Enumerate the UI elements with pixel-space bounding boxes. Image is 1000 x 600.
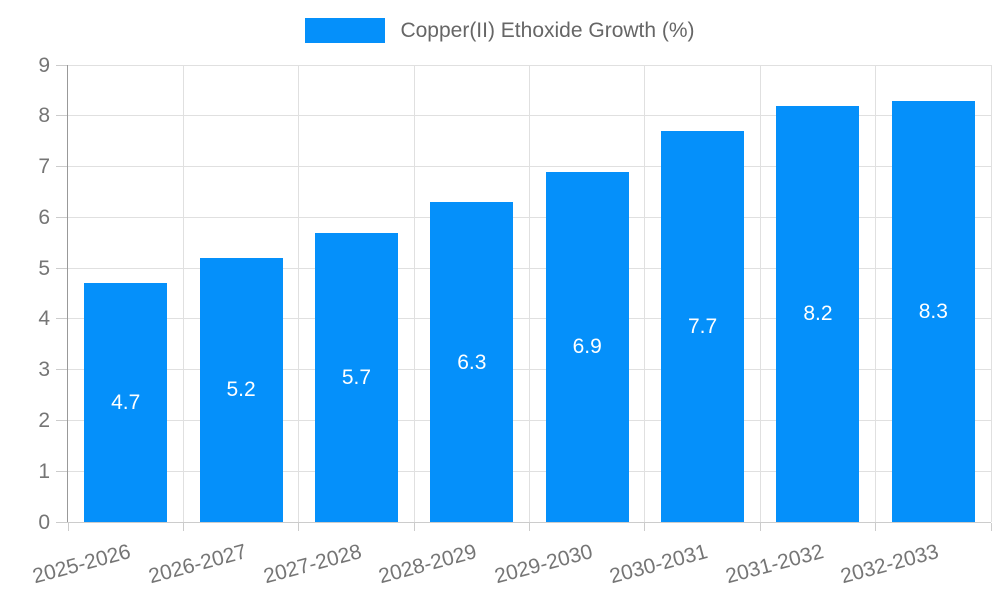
bar-value-label: 8.3 <box>918 299 948 323</box>
x-gridline <box>298 65 300 522</box>
y-tick-label: 7 <box>38 155 50 179</box>
y-tick-label: 6 <box>38 205 50 229</box>
x-gridline <box>413 65 415 522</box>
bar[interactable]: 6.9 <box>545 171 629 522</box>
x-axis-line <box>67 522 991 523</box>
x-tick-label: 2029-2030 <box>491 540 595 589</box>
x-axis-tick <box>67 523 69 531</box>
legend-label: Copper(II) Ethoxide Growth (%) <box>400 19 695 42</box>
y-tick-label: 0 <box>38 510 50 534</box>
bar-value-label: 7.7 <box>687 315 718 338</box>
y-tick-label: 9 <box>38 53 50 77</box>
x-axis-tick <box>413 523 415 531</box>
bar[interactable]: 6.3 <box>430 202 514 522</box>
y-tick-label: 3 <box>38 358 50 382</box>
bar[interactable]: 8.2 <box>776 105 860 522</box>
bar-value-label: 8.2 <box>803 302 833 326</box>
bar-value-label: 5.2 <box>226 378 256 402</box>
x-tick-label: 2027-2028 <box>261 540 365 589</box>
bar[interactable]: 5.7 <box>314 232 398 522</box>
chart-legend[interactable]: Copper(II) Ethoxide Growth (%) <box>0 18 1000 43</box>
bar[interactable]: 7.7 <box>661 131 745 522</box>
y-axis-tick <box>56 216 67 218</box>
y-tick-label: 1 <box>38 459 50 483</box>
x-tick-label: 2025-2026 <box>30 540 134 589</box>
y-axis-tick <box>56 419 67 421</box>
bar-value-label: 4.7 <box>111 391 141 415</box>
y-axis-tick <box>56 166 67 168</box>
y-axis-tick <box>56 369 67 371</box>
x-axis-tick <box>990 523 992 531</box>
x-tick-label: 2026-2027 <box>145 540 249 589</box>
bar[interactable]: 8.3 <box>891 100 975 522</box>
y-tick-label: 4 <box>38 307 50 331</box>
y-axis-tick <box>56 115 67 117</box>
x-gridline <box>990 65 992 522</box>
y-axis-tick <box>56 318 67 320</box>
y-axis-line <box>67 65 68 522</box>
y-axis-tick <box>56 267 67 269</box>
y-tick-label: 2 <box>38 408 50 432</box>
y-tick-label: 8 <box>38 104 50 128</box>
x-tick-label: 2028-2029 <box>376 540 480 589</box>
x-gridline <box>182 65 184 522</box>
y-axis-tick <box>56 470 67 472</box>
bar[interactable]: 4.7 <box>84 283 168 522</box>
x-gridline <box>759 65 761 522</box>
x-gridline <box>875 65 877 522</box>
bar-value-label: 5.7 <box>341 365 372 389</box>
x-tick-label: 2031-2032 <box>722 540 826 589</box>
x-axis-tick <box>644 523 646 531</box>
bar-value-label: 6.3 <box>457 350 487 374</box>
plot-area: 4.7 5.2 5.7 6.3 6.9 7.7 8.2 8.3 <box>56 64 992 531</box>
bar[interactable]: 5.2 <box>199 257 283 522</box>
legend-swatch <box>305 18 386 43</box>
x-axis-tick <box>759 523 761 531</box>
y-tick-label: 5 <box>38 256 50 280</box>
x-axis-tick <box>875 523 877 531</box>
x-tick-label: 2032-2033 <box>838 540 942 589</box>
y-axis-tick <box>56 64 67 66</box>
x-gridline <box>644 65 646 522</box>
x-tick-label: 2030-2031 <box>607 540 711 589</box>
x-axis-tick <box>298 523 300 531</box>
x-axis-tick <box>529 523 530 531</box>
y-axis-tick <box>56 521 67 523</box>
x-axis-tick <box>182 523 184 531</box>
bar-value-label: 6.9 <box>572 335 602 359</box>
x-gridline <box>529 65 530 522</box>
